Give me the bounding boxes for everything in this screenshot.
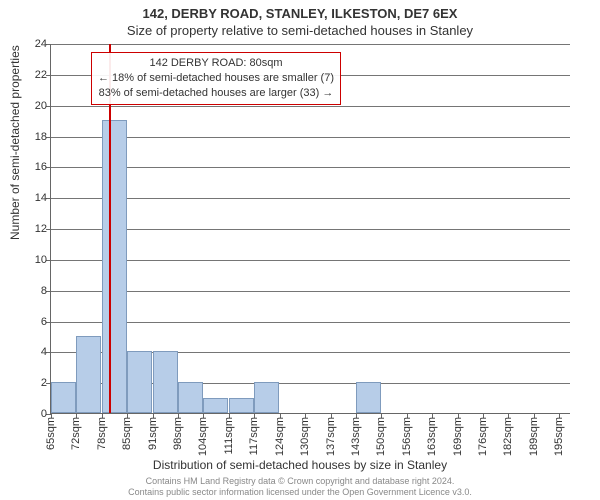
y-tick-label: 14	[35, 192, 51, 204]
y-tick-label: 24	[35, 38, 51, 50]
histogram-bar	[51, 382, 76, 413]
histogram-bar	[356, 382, 381, 413]
histogram-bar	[153, 351, 178, 413]
x-tick-label: 65sqm	[45, 417, 57, 450]
x-tick-label: 130sqm	[299, 417, 311, 456]
x-tick-label: 111sqm	[223, 417, 235, 455]
histogram-bar	[203, 398, 228, 413]
grid-line	[51, 291, 570, 292]
y-tick-label: 22	[35, 69, 51, 81]
x-tick-label: 85sqm	[121, 417, 133, 450]
info-box-line2: ← 18% of semi-detached houses are smalle…	[98, 71, 334, 86]
x-tick-label: 169sqm	[452, 417, 464, 456]
x-tick-label: 78sqm	[96, 417, 108, 450]
x-tick-label: 143sqm	[350, 417, 362, 456]
plot-area: 02468101214161820222465sqm72sqm78sqm85sq…	[50, 44, 570, 414]
x-tick-label: 98sqm	[172, 417, 184, 450]
x-tick-label: 156sqm	[401, 417, 413, 456]
x-tick-label: 72sqm	[70, 417, 82, 450]
x-tick-label: 124sqm	[274, 417, 286, 456]
y-tick-label: 20	[35, 100, 51, 112]
x-tick-label: 163sqm	[426, 417, 438, 456]
info-box-line1: 142 DERBY ROAD: 80sqm	[98, 56, 334, 71]
histogram-bar	[76, 336, 101, 413]
x-tick-label: 137sqm	[325, 417, 337, 456]
histogram-bar	[254, 382, 279, 413]
grid-line	[51, 260, 570, 261]
y-tick-label: 2	[41, 377, 51, 389]
histogram-bar	[127, 351, 152, 413]
x-tick-label: 91sqm	[147, 417, 159, 450]
grid-line	[51, 229, 570, 230]
chart-title-main: 142, DERBY ROAD, STANLEY, ILKESTON, DE7 …	[0, 0, 600, 21]
x-tick-label: 195sqm	[553, 417, 565, 456]
y-tick-label: 8	[41, 285, 51, 297]
x-tick-label: 182sqm	[502, 417, 514, 456]
y-tick-label: 6	[41, 316, 51, 328]
histogram-bar	[229, 398, 254, 413]
grid-line	[51, 198, 570, 199]
x-axis-label: Distribution of semi-detached houses by …	[0, 458, 600, 472]
grid-line	[51, 44, 570, 45]
y-tick-label: 16	[35, 161, 51, 173]
x-tick-label: 104sqm	[197, 417, 209, 456]
histogram-bar	[178, 382, 203, 413]
attribution-line1: Contains HM Land Registry data © Crown c…	[0, 476, 600, 487]
grid-line	[51, 322, 570, 323]
y-tick-label: 18	[35, 131, 51, 143]
grid-line	[51, 167, 570, 168]
grid-line	[51, 137, 570, 138]
y-tick-label: 4	[41, 346, 51, 358]
grid-line	[51, 106, 570, 107]
histogram-bar	[102, 120, 127, 413]
info-box-line3: 83% of semi-detached houses are larger (…	[98, 86, 334, 101]
x-tick-label: 189sqm	[528, 417, 540, 456]
x-tick-label: 117sqm	[248, 417, 260, 455]
chart-container: 142, DERBY ROAD, STANLEY, ILKESTON, DE7 …	[0, 0, 600, 500]
y-tick-label: 10	[35, 254, 51, 266]
info-box: 142 DERBY ROAD: 80sqm ← 18% of semi-deta…	[91, 52, 341, 105]
attribution: Contains HM Land Registry data © Crown c…	[0, 476, 600, 498]
y-axis-label: Number of semi-detached properties	[8, 45, 22, 240]
x-tick-label: 176sqm	[477, 417, 489, 456]
attribution-line2: Contains public sector information licen…	[0, 487, 600, 498]
chart-title-sub: Size of property relative to semi-detach…	[0, 21, 600, 38]
y-tick-label: 12	[35, 223, 51, 235]
x-tick-label: 150sqm	[375, 417, 387, 456]
